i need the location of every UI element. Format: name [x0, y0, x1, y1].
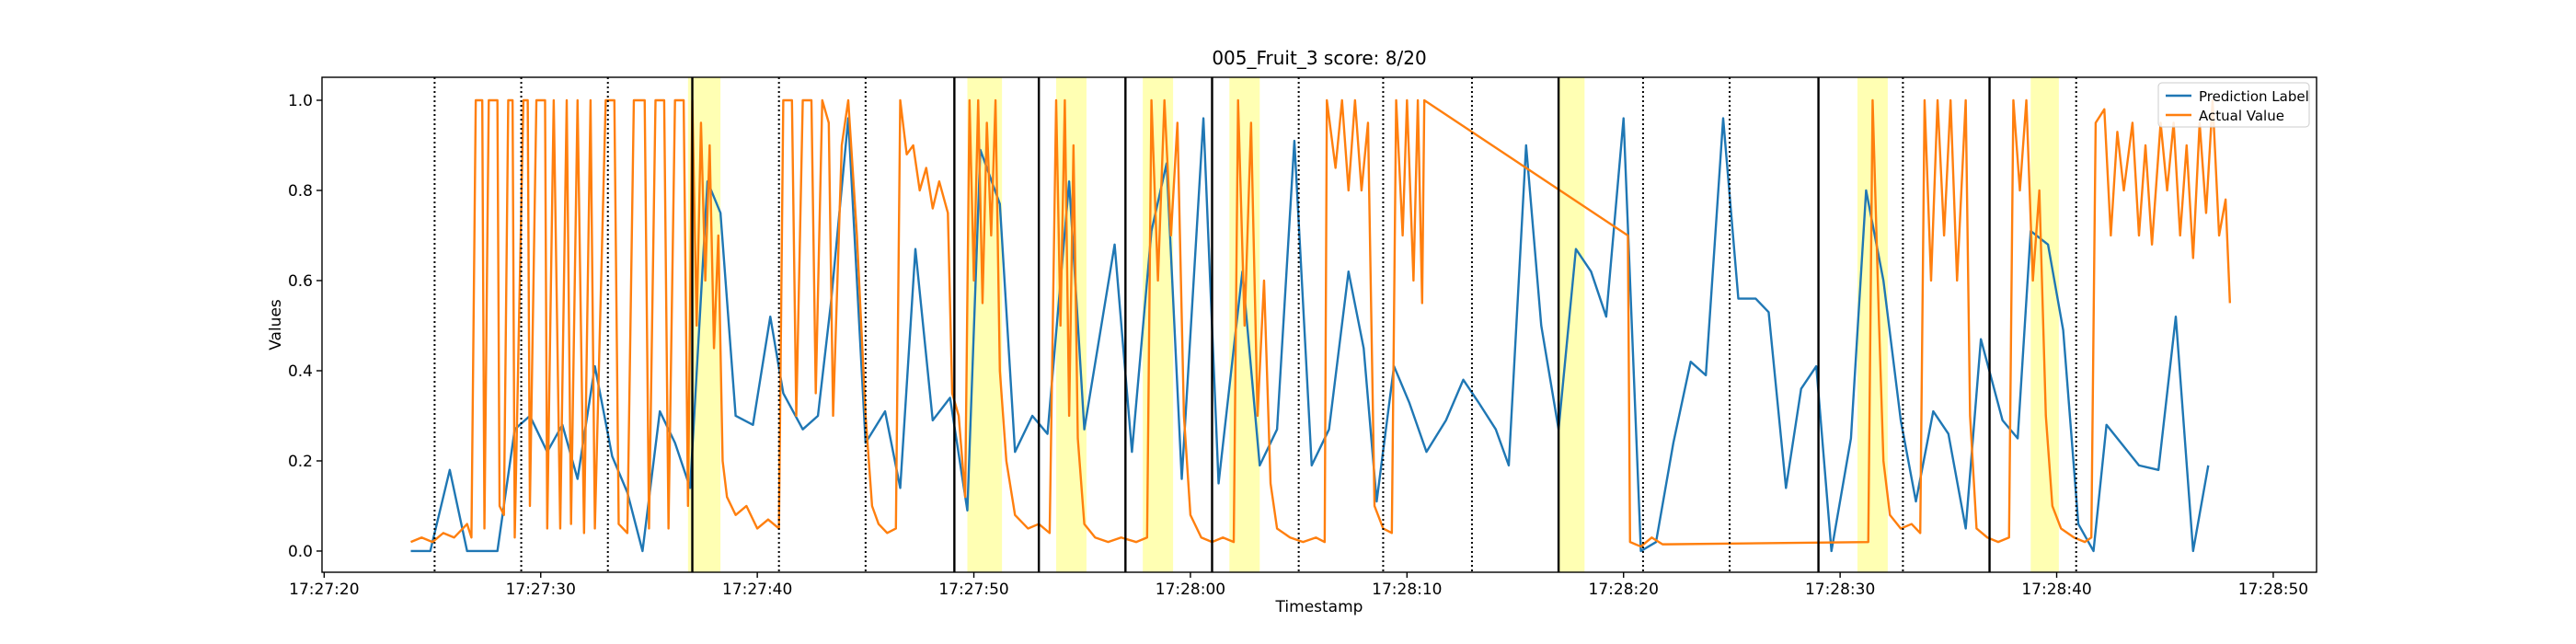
data-line [410, 98, 2232, 548]
x-tick-label: 17:28:20 [1589, 581, 1659, 599]
y-tick-label: 0.2 [288, 453, 313, 471]
x-tick-label: 17:27:50 [938, 581, 1008, 599]
x-tick-label: 17:27:20 [289, 581, 359, 599]
y-tick-label: 1.0 [288, 92, 313, 110]
plot-frame [321, 76, 2317, 573]
y-tick-label: 0.0 [288, 543, 313, 561]
x-tick-label: 17:28:10 [1372, 581, 1442, 599]
x-tick-label: 17:28:40 [2021, 581, 2091, 599]
x-tick-label: 17:28:50 [2238, 581, 2308, 599]
legend: Prediction Label Actual Value [2157, 82, 2310, 128]
chart-title: 005_Fruit_3 score: 8/20 [1212, 47, 1426, 69]
y-tick-label: 0.6 [288, 272, 313, 291]
x-tick-label: 17:27:30 [506, 581, 576, 599]
x-tick-label: 17:28:00 [1156, 581, 1225, 599]
legend-box [2157, 82, 2310, 128]
x-tick-label: 17:28:30 [1805, 581, 1875, 599]
highlight-span [1558, 77, 1585, 572]
x-axis-label: Timestamp [1275, 598, 1363, 616]
y-tick-label: 0.8 [288, 182, 313, 201]
highlight-span [2030, 77, 2059, 572]
data-line [410, 117, 2210, 553]
legend-label: Actual Value [2199, 108, 2284, 124]
y-axis-label: Values [267, 299, 285, 351]
x-tick-label: 17:27:40 [722, 581, 792, 599]
legend-label: Prediction Label [2199, 88, 2309, 105]
y-tick-label: 0.4 [288, 362, 313, 381]
